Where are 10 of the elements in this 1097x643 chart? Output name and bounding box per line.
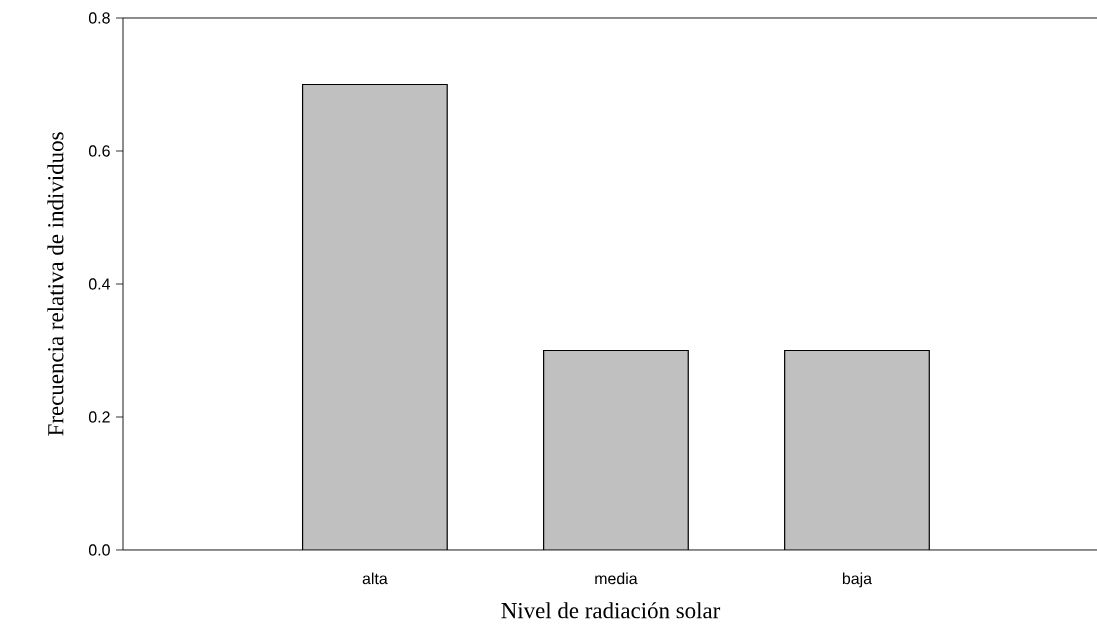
y-tick-label: 0.4 — [88, 278, 111, 290]
x-tick-label: alta — [362, 572, 388, 585]
y-tick-label: 0.6 — [88, 145, 110, 157]
y-tick-label: 0.8 — [88, 12, 110, 24]
x-axis-title: Nivel de radiación solar — [501, 602, 721, 619]
y-tick-label: 0.0 — [88, 544, 110, 556]
y-axis-title: Frecuencia relativa de individuos — [47, 132, 64, 436]
y-tick-label: 0.2 — [88, 411, 110, 423]
x-tick-label: media — [595, 572, 638, 585]
x-tick-label: baja — [842, 572, 873, 588]
